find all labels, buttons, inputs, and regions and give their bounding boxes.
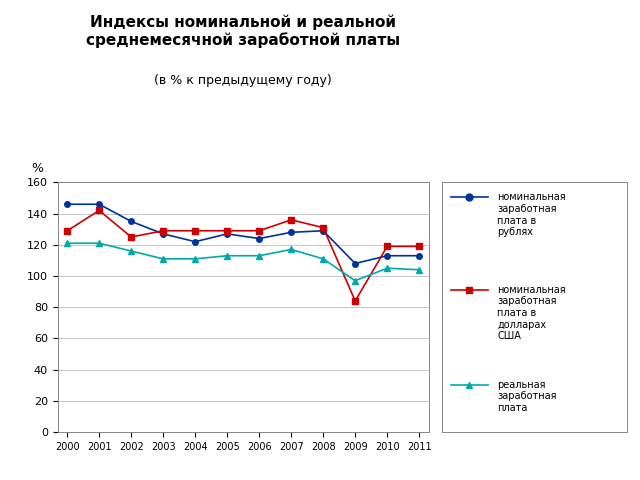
Text: Индексы номинальной и реальной
среднемесячной заработной платы: Индексы номинальной и реальной среднемес…	[86, 14, 400, 48]
Text: номинальная
заработная
плата в
рублях: номинальная заработная плата в рублях	[497, 192, 566, 237]
Text: номинальная
заработная
плата в
долларах
США: номинальная заработная плата в долларах …	[497, 285, 566, 341]
Text: %: %	[31, 162, 44, 175]
Text: реальная
заработная
плата: реальная заработная плата	[497, 380, 557, 413]
Text: (в % к предыдущему году): (в % к предыдущему году)	[154, 74, 332, 87]
